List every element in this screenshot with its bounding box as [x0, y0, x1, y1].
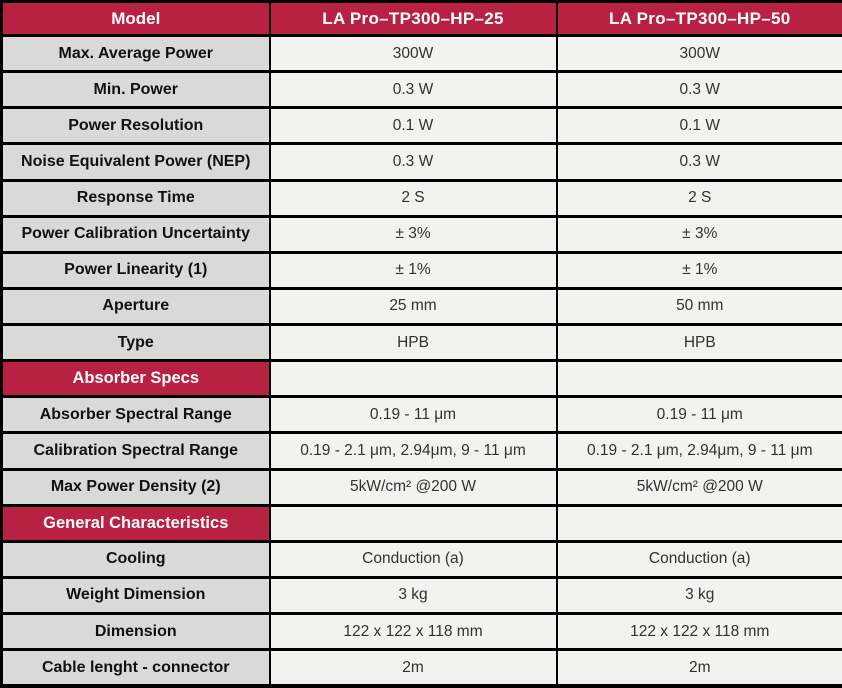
header-model-label: Model	[0, 0, 271, 37]
value-cell: Conduction (a)	[268, 539, 558, 579]
row-label-cell: Aperture	[0, 286, 271, 327]
row-label-cell: Cooling	[0, 539, 271, 579]
value-cell: 0.3 W	[555, 142, 842, 182]
table-row: Cable lenght - connector 2m 2m	[0, 648, 842, 688]
value-cell: ± 3%	[555, 214, 842, 254]
row-label-cell: Noise Equivalent Power (NEP)	[0, 142, 271, 182]
table-row: Cooling Conduction (a) Conduction (a)	[0, 539, 842, 579]
value-cell: 0.3 W	[268, 142, 558, 182]
value-cell: HPB	[555, 322, 842, 363]
value-cell: ± 1%	[555, 250, 842, 290]
value-cell: ± 1%	[268, 250, 558, 290]
row-label-cell: Cable lenght - connector	[0, 648, 271, 688]
value-cell: 5kW/cm² @200 W	[555, 467, 842, 507]
value-cell: 0.19 - 2.1 μm, 2.94μm, 9 - 11 μm	[268, 431, 558, 471]
value-cell: 0.19 - 11 μm	[555, 395, 842, 435]
table-row: Min. Power 0.3 W 0.3 W	[0, 70, 842, 110]
section-row: General Characteristics	[0, 503, 842, 543]
value-cell: 3 kg	[268, 575, 558, 616]
value-cell	[268, 503, 558, 543]
value-cell: 3 kg	[555, 575, 842, 616]
value-cell: 300W	[555, 33, 842, 74]
section-header-cell: Absorber Specs	[0, 359, 271, 399]
table-row: Absorber Spectral Range 0.19 - 11 μm 0.19 …	[0, 395, 842, 435]
table-row: Weight Dimension 3 kg 3 kg	[0, 575, 842, 616]
row-label-cell: Dimension	[0, 611, 271, 652]
row-label-cell: Power Calibration Uncertainty	[0, 214, 271, 254]
row-label-cell: Max. Average Power	[0, 33, 271, 74]
table-row: Type HPB HPB	[0, 322, 842, 363]
value-cell: Conduction (a)	[555, 539, 842, 579]
row-label-cell: Power Linearity (1)	[0, 250, 271, 290]
table-row: Power Linearity (1) ± 1% ± 1%	[0, 250, 842, 290]
row-label-cell: Calibration Spectral Range	[0, 431, 271, 471]
row-label-cell: Response Time	[0, 178, 271, 218]
value-cell: 0.3 W	[555, 70, 842, 110]
row-label-cell: Max Power Density (2)	[0, 467, 271, 507]
table-row: Dimension 122 x 122 x 118 mm 122 x 122 x 1…	[0, 611, 842, 652]
section-row: Absorber Specs	[0, 359, 842, 399]
value-cell: 2m	[268, 648, 558, 688]
header-model-2: LA Pro–TP300–HP–50	[555, 0, 842, 37]
value-cell: 0.1 W	[268, 106, 558, 146]
table-row: Calibration Spectral Range 0.19 - 2.1 μm,…	[0, 431, 842, 471]
row-label-cell: Weight Dimension	[0, 575, 271, 616]
value-cell: 2m	[555, 648, 842, 688]
value-cell	[555, 503, 842, 543]
value-cell: 300W	[268, 33, 558, 74]
value-cell: 5kW/cm² @200 W	[268, 467, 558, 507]
table-row: Aperture 25 mm 50 mm	[0, 286, 842, 327]
value-cell: 25 mm	[268, 286, 558, 327]
value-cell	[555, 359, 842, 399]
value-cell: 0.19 - 2.1 μm, 2.94μm, 9 - 11 μm	[555, 431, 842, 471]
row-label-cell: Type	[0, 322, 271, 363]
table-row: Max. Average Power 300W 300W	[0, 33, 842, 74]
table-row: Power Calibration Uncertainty ± 3% ± 3%	[0, 214, 842, 254]
row-label-cell: Power Resolution	[0, 106, 271, 146]
value-cell: 122 x 122 x 118 mm	[555, 611, 842, 652]
value-cell: 2 S	[268, 178, 558, 218]
table-row: Noise Equivalent Power (NEP) 0.3 W 0.3 W	[0, 142, 842, 182]
header-row: Model LA Pro–TP300–HP–25 LA Pro–TP300–HP…	[0, 0, 842, 37]
value-cell: 122 x 122 x 118 mm	[268, 611, 558, 652]
value-cell	[268, 359, 558, 399]
value-cell: 0.3 W	[268, 70, 558, 110]
value-cell: 2 S	[555, 178, 842, 218]
value-cell: ± 3%	[268, 214, 558, 254]
value-cell: 0.1 W	[555, 106, 842, 146]
table-row: Max Power Density (2) 5kW/cm² @200 W 5kW/c…	[0, 467, 842, 507]
value-cell: 50 mm	[555, 286, 842, 327]
value-cell: 0.19 - 11 μm	[268, 395, 558, 435]
value-cell: HPB	[268, 322, 558, 363]
table-header: Model LA Pro–TP300–HP–25 LA Pro–TP300–HP…	[0, 0, 842, 37]
header-model-1: LA Pro–TP300–HP–25	[268, 0, 558, 37]
table-body: Max. Average Power 300W 300W Min. Power 0.3 …	[0, 33, 842, 688]
section-header-cell: General Characteristics	[0, 503, 271, 543]
row-label-cell: Absorber Spectral Range	[0, 395, 271, 435]
row-label-cell: Min. Power	[0, 70, 271, 110]
table-row: Power Resolution 0.1 W 0.1 W	[0, 106, 842, 146]
